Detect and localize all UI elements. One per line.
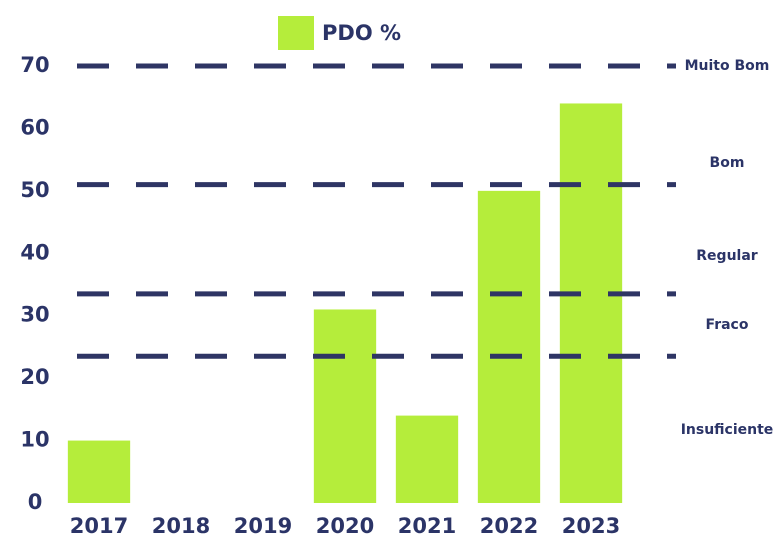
bar xyxy=(395,415,459,503)
y-tick-label: 10 xyxy=(20,428,49,452)
x-tick-label: 2017 xyxy=(70,514,128,538)
y-tick-label: 30 xyxy=(20,303,49,327)
x-tick-label: 2019 xyxy=(234,514,292,538)
x-tick-label: 2020 xyxy=(316,514,374,538)
bar xyxy=(313,309,377,503)
y-tick-label: 0 xyxy=(28,490,43,514)
zone-label: Muito Bom xyxy=(685,58,770,74)
legend-swatch xyxy=(278,16,314,50)
legend-label: PDO % xyxy=(322,21,401,45)
y-tick-label: 50 xyxy=(20,178,49,202)
x-tick-label: 2023 xyxy=(562,514,620,538)
y-tick-label: 70 xyxy=(20,53,49,77)
y-tick-label: 60 xyxy=(20,115,49,139)
x-tick-label: 2018 xyxy=(152,514,210,538)
x-tick-label: 2021 xyxy=(398,514,456,538)
zone-label: Insuficiente xyxy=(681,422,774,438)
bar xyxy=(67,440,131,503)
x-tick-label: 2022 xyxy=(480,514,538,538)
bar xyxy=(559,103,623,503)
y-tick-label: 40 xyxy=(20,240,49,264)
zone-label: Fraco xyxy=(706,317,749,333)
y-tick-label: 20 xyxy=(20,365,49,389)
zone-label: Regular xyxy=(696,248,758,264)
zone-label: Bom xyxy=(710,155,745,171)
bar xyxy=(477,190,541,503)
